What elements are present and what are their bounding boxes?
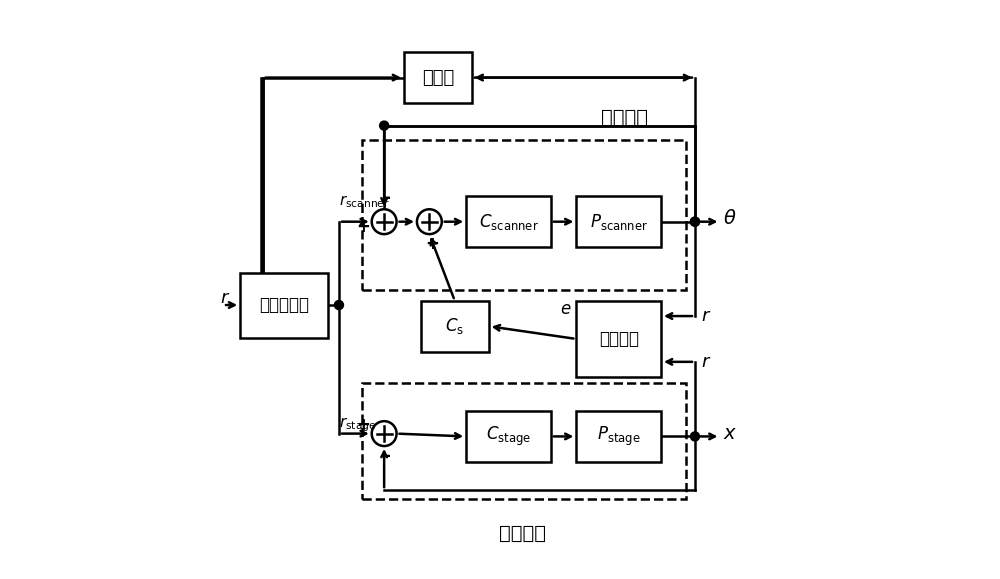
Circle shape xyxy=(372,209,397,234)
Bar xyxy=(466,411,551,462)
Circle shape xyxy=(690,217,699,226)
Circle shape xyxy=(417,209,442,234)
Text: $r_\mathrm{stage}$: $r_\mathrm{stage}$ xyxy=(339,416,376,434)
Text: +: + xyxy=(356,416,370,434)
Text: $C_\mathrm{s}$: $C_\mathrm{s}$ xyxy=(445,316,464,336)
Circle shape xyxy=(380,121,389,130)
Bar xyxy=(576,411,661,462)
Text: -: - xyxy=(384,447,390,465)
Text: $r$: $r$ xyxy=(701,353,711,371)
Bar xyxy=(576,196,661,247)
Circle shape xyxy=(334,301,343,310)
Text: $P_\mathrm{scanner}$: $P_\mathrm{scanner}$ xyxy=(590,212,648,232)
Bar xyxy=(404,52,472,103)
Text: $x$: $x$ xyxy=(723,424,737,443)
Text: 扫描振镜: 扫描振镜 xyxy=(601,108,648,127)
Bar xyxy=(362,140,686,290)
Text: $P_\mathrm{stage}$: $P_\mathrm{stage}$ xyxy=(597,425,641,448)
Text: $C_\mathrm{stage}$: $C_\mathrm{stage}$ xyxy=(486,425,531,448)
Text: $e$: $e$ xyxy=(560,301,572,318)
Bar xyxy=(421,301,489,351)
Circle shape xyxy=(690,432,699,441)
Circle shape xyxy=(690,217,699,226)
Text: $\theta$: $\theta$ xyxy=(723,210,737,228)
Bar xyxy=(466,196,551,247)
Text: $C_\mathrm{scanner}$: $C_\mathrm{scanner}$ xyxy=(479,212,538,232)
Text: -: - xyxy=(383,188,391,207)
Text: 运动平台: 运动平台 xyxy=(499,524,546,543)
Bar xyxy=(240,273,328,338)
Text: +: + xyxy=(425,235,439,253)
Text: 伺服控制器: 伺服控制器 xyxy=(259,296,309,314)
Text: $r_\mathrm{scanner}$: $r_\mathrm{scanner}$ xyxy=(339,193,390,210)
Text: +: + xyxy=(356,218,370,236)
Bar xyxy=(576,301,661,377)
Circle shape xyxy=(372,421,397,446)
Text: $r$: $r$ xyxy=(701,307,711,325)
Text: $r$: $r$ xyxy=(220,289,231,307)
Text: 误差综合: 误差综合 xyxy=(599,330,639,348)
Text: 激光器: 激光器 xyxy=(422,68,454,87)
Bar xyxy=(362,383,686,499)
